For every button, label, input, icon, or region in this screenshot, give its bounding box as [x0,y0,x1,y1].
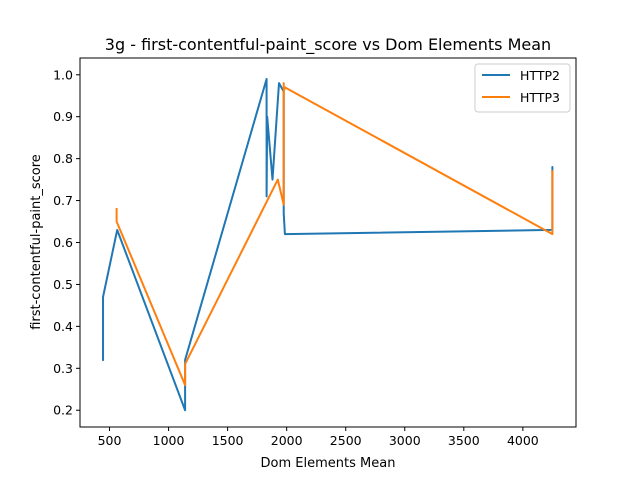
y-tick-label: 0.9 [53,109,73,124]
chart-title: 3g - first-contentful-paint_score vs Dom… [105,35,551,55]
y-tick-label: 0.3 [53,361,73,376]
legend-label-http2: HTTP2 [520,68,560,83]
x-tick-label: 1500 [212,433,244,448]
plot-lines [102,77,554,412]
y-tick-label: 1.0 [53,67,73,82]
legend: HTTP2 HTTP3 [474,63,571,113]
y-axis: 0.2 0.3 0.4 0.5 0.6 0.7 0.8 0.9 1.0 [53,67,80,418]
series-line-http2 [102,77,554,412]
y-tick-label: 0.4 [53,319,73,334]
y-axis-label: first-contentful-paint_score [29,154,44,330]
y-tick-label: 0.8 [53,151,73,166]
y-tick-label: 0.5 [53,277,73,292]
x-axis-label: Dom Elements Mean [261,456,396,471]
x-tick-label: 2500 [330,433,362,448]
x-tick-label: 3000 [389,433,421,448]
legend-label-http3: HTTP3 [520,90,560,105]
x-tick-label: 500 [98,433,122,448]
y-tick-label: 0.7 [53,193,73,208]
x-tick-label: 1000 [153,433,185,448]
series-line-http3 [115,82,554,387]
y-tick-label: 0.2 [53,403,73,418]
y-tick-label: 0.6 [53,235,73,250]
x-tick-label: 2000 [271,433,303,448]
x-axis: 500 1000 1500 2000 2500 3000 3500 4000 [98,427,539,448]
x-tick-label: 4000 [507,433,539,448]
plot-frame [79,57,577,428]
x-tick-label: 3500 [448,433,480,448]
